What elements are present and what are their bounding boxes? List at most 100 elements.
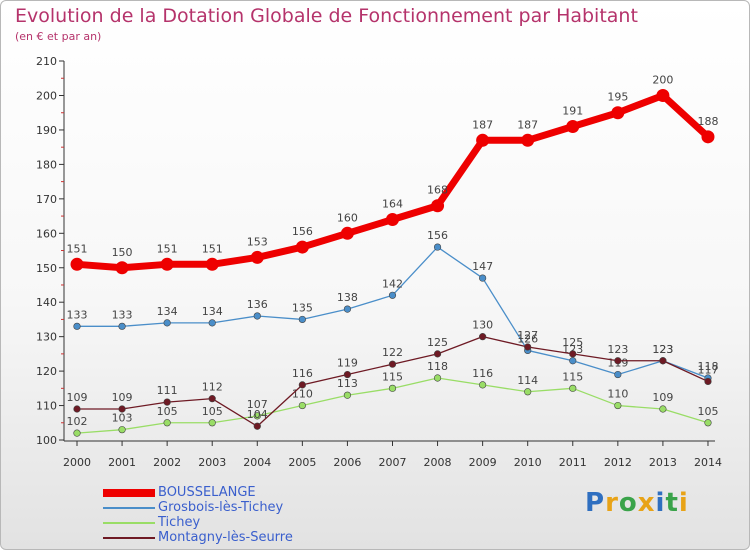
x-tick-label: 2011	[559, 456, 587, 469]
data-label: 187	[517, 118, 538, 131]
data-point	[701, 130, 715, 144]
data-label: 160	[337, 211, 358, 224]
logo-letter: i	[678, 488, 689, 518]
legend-label: BOUSSELANGE	[158, 485, 256, 500]
data-label: 125	[562, 336, 583, 349]
data-point	[298, 401, 306, 410]
data-point	[73, 322, 81, 330]
x-tick-label: 2012	[604, 456, 632, 469]
data-label: 111	[157, 384, 178, 397]
data-label: 127	[517, 329, 538, 342]
data-label: 107	[247, 398, 268, 411]
data-label: 105	[697, 405, 718, 418]
legend-label: Tichey	[158, 515, 201, 530]
data-point	[476, 133, 490, 147]
chart-subtitle: (en € et par an)	[15, 30, 102, 43]
data-label: 126	[517, 332, 538, 345]
data-point	[431, 199, 445, 213]
data-point	[298, 315, 306, 324]
data-point	[704, 377, 712, 386]
data-point	[250, 250, 264, 264]
data-label: 105	[157, 405, 178, 418]
legend-label: Grosbois-lès-Tichey	[158, 500, 284, 515]
data-label: 118	[427, 360, 448, 373]
data-point	[73, 429, 81, 437]
data-label: 125	[427, 336, 448, 349]
data-label: 105	[202, 405, 223, 418]
legend-label: Montagny-lès-Seurre	[158, 530, 293, 545]
legend-item: Montagny-lès-Seurre	[103, 530, 293, 545]
data-label: 109	[112, 391, 133, 404]
data-label: 115	[562, 370, 583, 383]
data-point	[385, 213, 399, 227]
data-point	[656, 89, 670, 102]
legend-item: Grosbois-lès-Tichey	[103, 500, 293, 515]
data-point	[208, 419, 216, 427]
x-tick-label: 2005	[288, 456, 316, 469]
y-tick-label: 140	[36, 296, 57, 309]
data-point	[704, 419, 712, 427]
data-point	[253, 422, 261, 430]
data-label: 103	[112, 412, 133, 425]
data-label: 168	[427, 184, 448, 197]
data-point	[118, 405, 126, 413]
data-point	[208, 395, 216, 403]
x-tick-label: 2004	[243, 456, 271, 469]
data-label: 191	[562, 105, 583, 118]
legend-item: BOUSSELANGE	[103, 485, 293, 500]
data-label: 134	[202, 305, 223, 318]
data-label: 135	[292, 301, 313, 314]
data-label: 138	[337, 291, 358, 304]
data-label: 113	[337, 377, 358, 390]
data-label: 110	[292, 388, 313, 401]
data-point	[118, 322, 126, 330]
data-point	[343, 305, 352, 313]
data-label: 119	[337, 357, 358, 370]
data-label: 130	[472, 319, 493, 332]
data-point	[433, 350, 442, 358]
logo-letter: r	[605, 488, 619, 518]
data-label: 200	[652, 74, 673, 87]
logo-letter: o	[618, 488, 638, 518]
data-label: 142	[382, 277, 403, 290]
chart-title: Evolution de la Dotation Globale de Fonc…	[15, 5, 638, 27]
data-point	[163, 398, 171, 406]
data-label: 109	[67, 391, 88, 404]
x-tick-label: 2000	[63, 456, 91, 469]
y-tick-label: 150	[36, 262, 57, 275]
data-label: 109	[652, 391, 673, 404]
x-tick-label: 2009	[469, 456, 497, 469]
y-tick-label: 200	[36, 90, 57, 103]
data-label: 115	[382, 370, 403, 383]
data-point	[569, 357, 577, 365]
y-tick-label: 130	[36, 331, 57, 344]
data-point	[253, 412, 261, 420]
data-point	[388, 291, 397, 299]
data-point	[614, 357, 622, 365]
data-point	[433, 374, 442, 382]
data-point	[163, 319, 171, 327]
data-point	[388, 384, 397, 392]
data-label: 102	[67, 415, 88, 428]
data-point	[115, 261, 129, 275]
legend: BOUSSELANGE Grosbois-lès-Tichey Tichey Mont…	[103, 485, 293, 545]
logo-letter: t	[665, 488, 679, 518]
data-point	[163, 419, 171, 427]
data-point	[253, 312, 261, 320]
data-label: 116	[292, 367, 313, 380]
data-label: 112	[202, 381, 223, 394]
logo-letter: x	[637, 488, 656, 518]
data-point	[73, 405, 81, 413]
data-label: 133	[112, 308, 133, 321]
data-point	[659, 357, 667, 365]
data-label: 134	[157, 305, 178, 318]
data-point	[205, 257, 219, 271]
data-point	[343, 370, 352, 379]
x-tick-label: 2002	[153, 456, 181, 469]
y-tick-label: 160	[36, 227, 57, 240]
data-point	[611, 106, 625, 120]
x-tick-label: 2014	[694, 456, 722, 469]
data-label: 123	[607, 343, 628, 356]
